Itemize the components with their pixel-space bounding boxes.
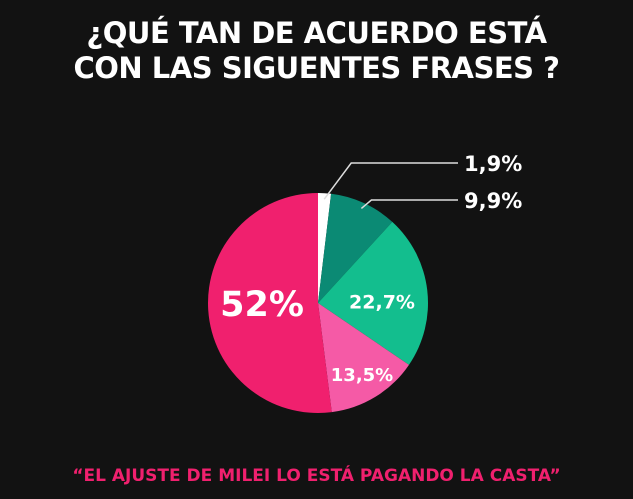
pie-slice-3 <box>318 303 409 413</box>
slice-label-0: 1,9% <box>464 152 522 176</box>
slice-label-1: 9,9% <box>464 189 522 213</box>
pie-slice-4 <box>208 193 332 413</box>
chart-caption: “EL AJUSTE DE MILEI LO ESTÁ PAGANDO LA C… <box>72 466 561 486</box>
pie-slice-1 <box>318 193 393 303</box>
pie-slice-0 <box>318 193 332 303</box>
pie-slice-2 <box>318 221 428 365</box>
chart-title: ¿QUÉ TAN DE ACUERDO ESTÁ CON LAS SIGUENT… <box>0 16 633 86</box>
title-line-1: ¿QUÉ TAN DE ACUERDO ESTÁ <box>86 16 547 50</box>
leader-line-1 <box>360 199 458 210</box>
slice-label-2: 22,7% <box>349 292 415 314</box>
slice-label-4: 52% <box>220 285 304 325</box>
title-line-2: CON LAS SIGUENTES FRASES ? <box>73 51 560 85</box>
slice-label-3: 13,5% <box>331 365 393 386</box>
leader-line-0 <box>323 162 458 200</box>
